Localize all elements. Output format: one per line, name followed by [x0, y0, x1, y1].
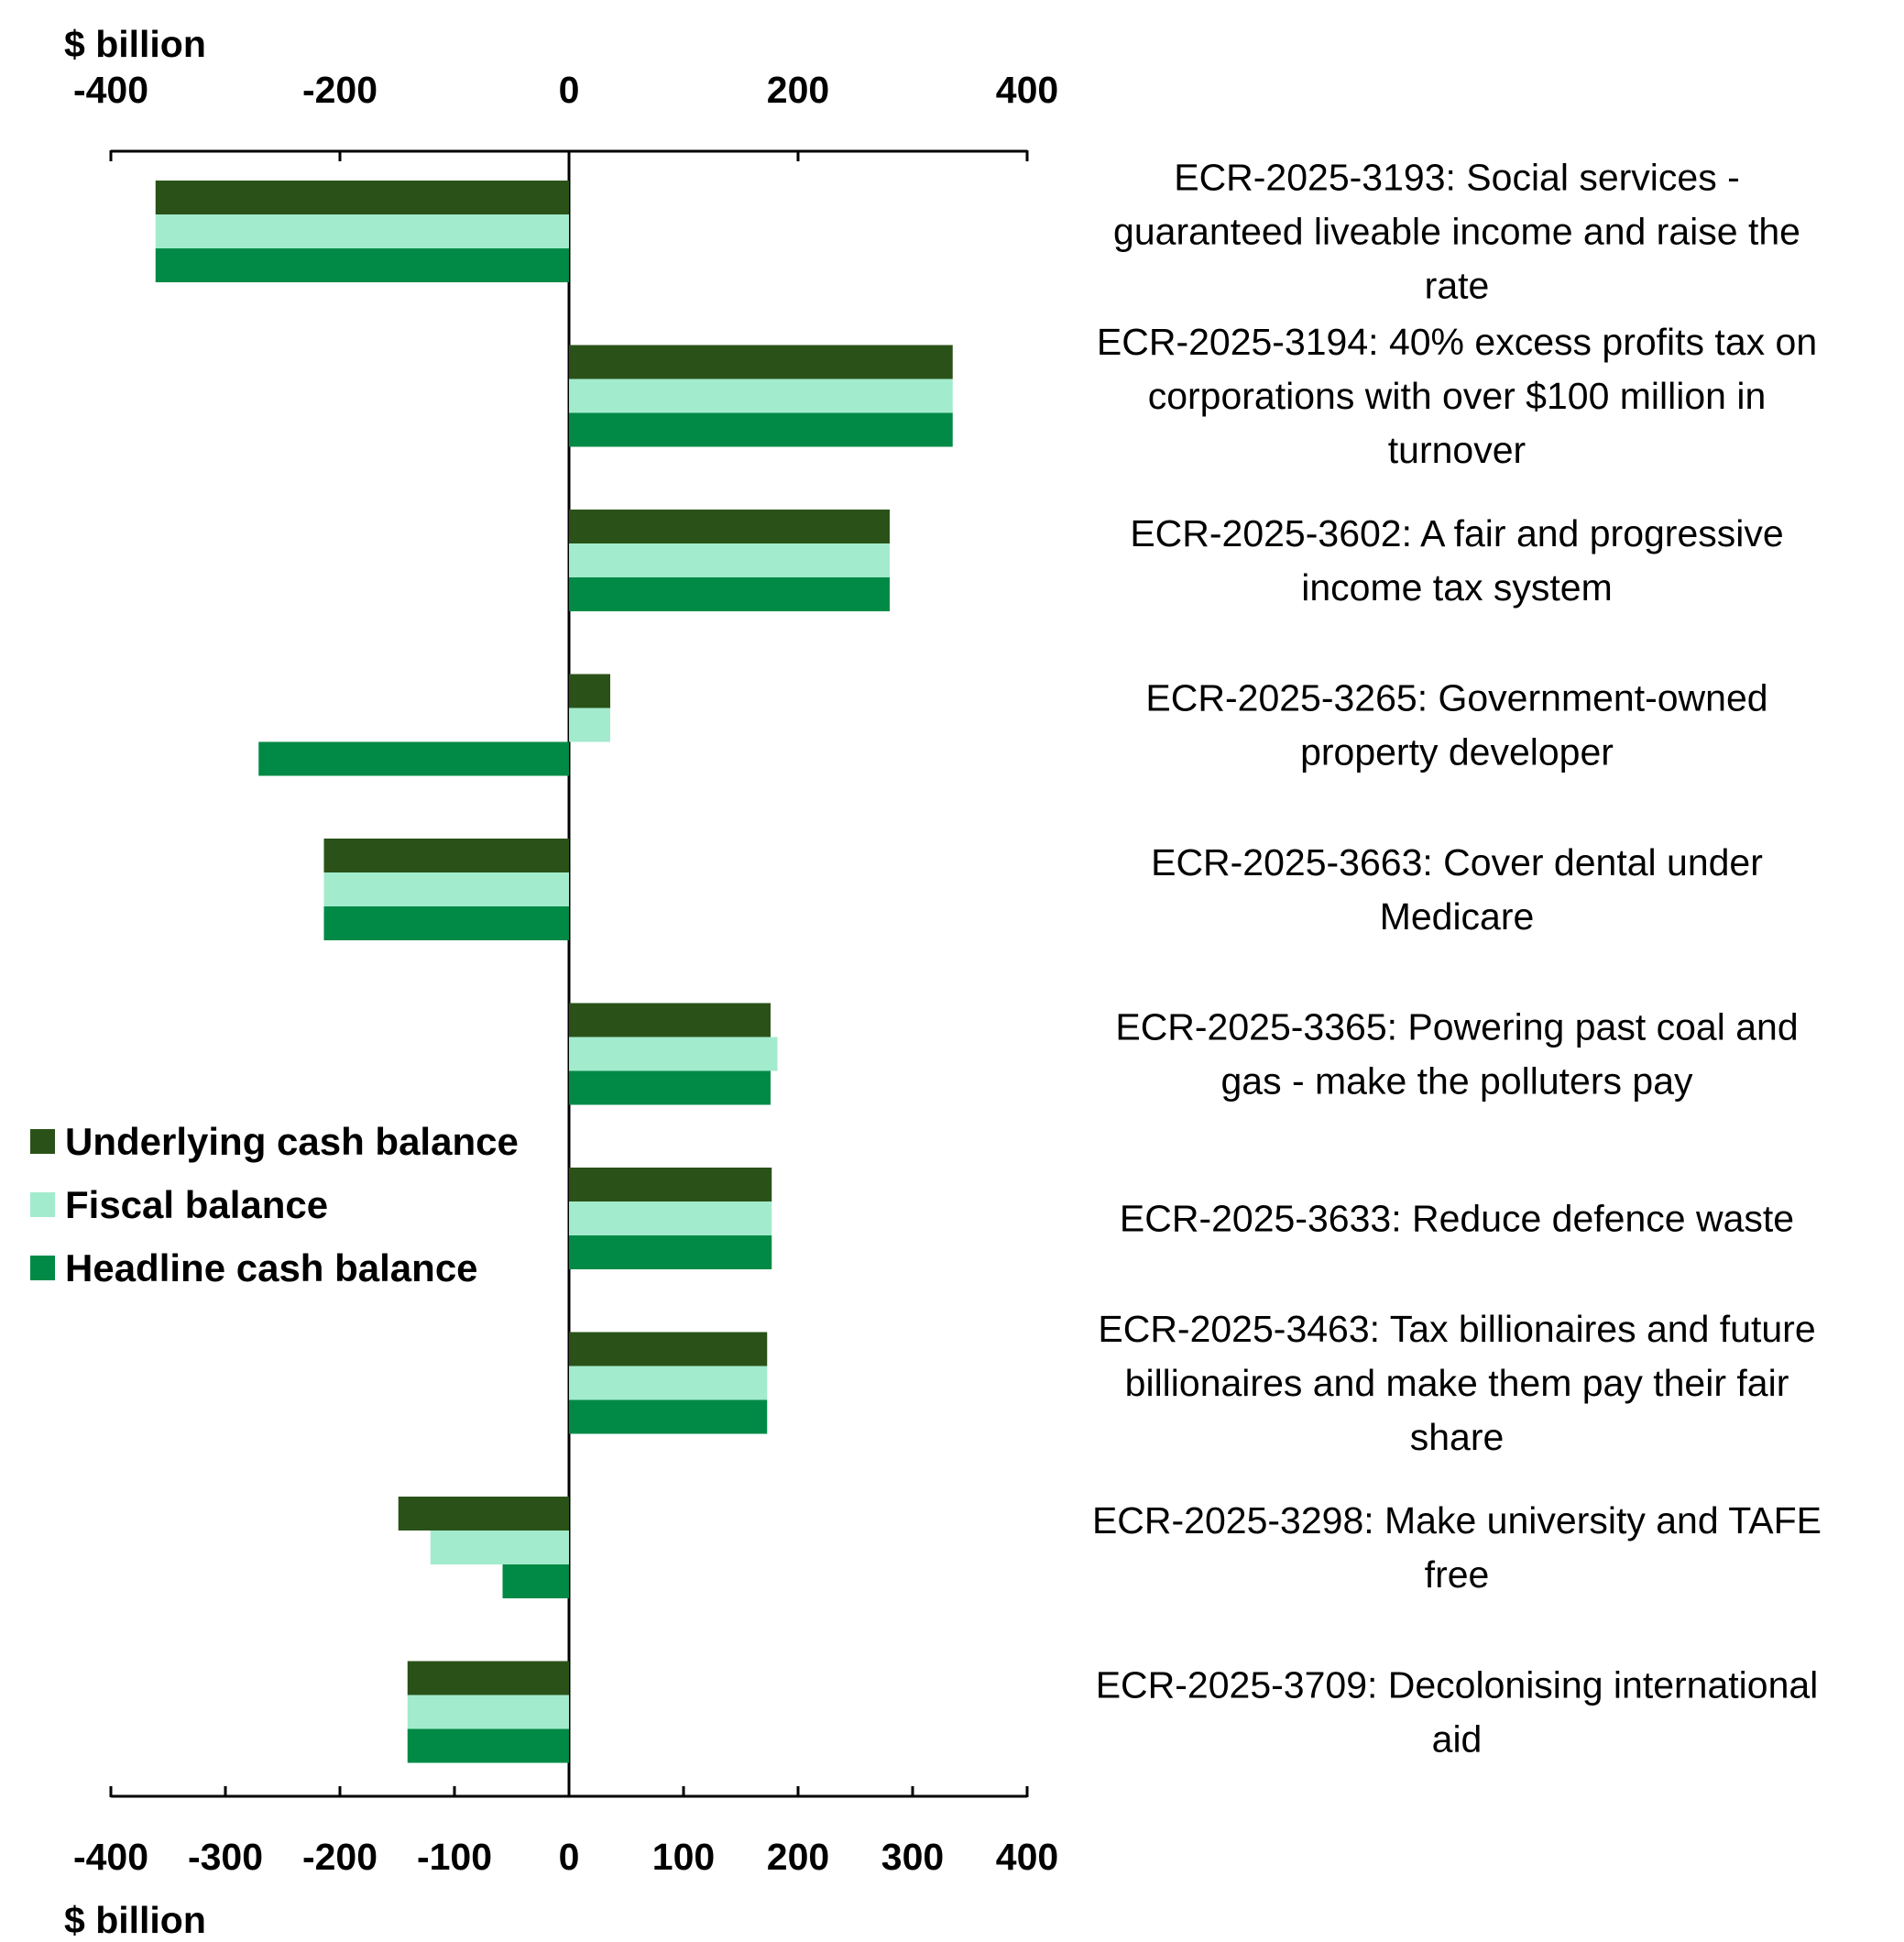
- legend-swatch: [30, 1192, 55, 1217]
- bar-fiscal-balance: [569, 708, 610, 742]
- category-label: guaranteed liveable income and raise the: [1113, 211, 1800, 253]
- bottom-tick-label: -200: [302, 1836, 378, 1878]
- axes: -400 -200 0 200 400 -400 -300 -200 -100 0 100 200 30…: [73, 69, 1058, 1878]
- bar-headline-cash-balance: [258, 741, 569, 776]
- category-label: turnover: [1388, 429, 1526, 471]
- category-label: ECR-2025-3298: Make university and TAFE: [1092, 1499, 1822, 1542]
- legend-swatch: [30, 1256, 55, 1280]
- bar-headline-cash-balance: [407, 1728, 569, 1763]
- top-tick-label: -400: [73, 69, 148, 111]
- bottom-unit-label: $ billion: [64, 1899, 206, 1941]
- bar-headline-cash-balance: [569, 1399, 768, 1434]
- bottom-tick-label: 0: [559, 1836, 580, 1878]
- bar-headline-cash-balance: [155, 248, 569, 282]
- category-label: ECR-2025-3194: 40% excess profits tax on: [1097, 321, 1817, 363]
- bar-fiscal-balance: [430, 1531, 569, 1564]
- bar-headline-cash-balance: [323, 906, 569, 940]
- category-label: ECR-2025-3602: A fair and progressive: [1130, 512, 1783, 554]
- category-label: property developer: [1300, 731, 1614, 774]
- bar-headline-cash-balance: [569, 1235, 772, 1269]
- category-label: ECR-2025-3709: Decolonising internationa…: [1096, 1664, 1819, 1706]
- top-unit-label: $ billion: [64, 23, 206, 65]
- bar-fiscal-balance: [569, 1037, 778, 1071]
- bar-headline-cash-balance: [502, 1564, 569, 1598]
- category-label: share: [1410, 1416, 1505, 1458]
- bar-underlying-cash-balance: [569, 1332, 768, 1366]
- bar-fiscal-balance: [323, 872, 569, 906]
- category-label: ECR-2025-3463: Tax billionaires and futu…: [1098, 1308, 1815, 1350]
- legend-swatch: [30, 1129, 55, 1154]
- bar-underlying-cash-balance: [407, 1661, 569, 1695]
- bar-underlying-cash-balance: [569, 510, 890, 543]
- bar-fiscal-balance: [569, 1366, 768, 1400]
- bottom-tick-label: -400: [73, 1836, 148, 1878]
- bar-fiscal-balance: [569, 379, 953, 413]
- bar-fiscal-balance: [407, 1695, 569, 1729]
- top-tick-label: 200: [767, 69, 829, 111]
- bar-underlying-cash-balance: [155, 181, 569, 214]
- bar-fiscal-balance: [155, 214, 569, 248]
- category-label: ECR-2025-3193: Social services -: [1174, 157, 1740, 199]
- category-label: billionaires and make them pay their fai…: [1125, 1362, 1789, 1404]
- category-label: ECR-2025-3365: Powering past coal and: [1115, 1006, 1798, 1048]
- bottom-tick-label: 200: [767, 1836, 829, 1878]
- bar-fiscal-balance: [569, 543, 890, 577]
- category-label: income tax system: [1301, 566, 1613, 609]
- bar-underlying-cash-balance: [569, 1003, 771, 1037]
- category-labels: ECR-2025-3193: Social services - guarante…: [1092, 157, 1822, 1761]
- bar-underlying-cash-balance: [569, 1168, 772, 1201]
- legend-label: Underlying cash balance: [65, 1120, 519, 1163]
- category-label: aid: [1432, 1718, 1483, 1761]
- top-tick-label: -200: [302, 69, 378, 111]
- bottom-tick-label: -300: [188, 1836, 263, 1878]
- top-tick-label: 400: [996, 69, 1058, 111]
- category-label: ECR-2025-3265: Government-owned: [1145, 677, 1767, 719]
- bar-underlying-cash-balance: [569, 674, 610, 708]
- category-label: gas - make the polluters pay: [1220, 1060, 1693, 1103]
- legend-label: Headline cash balance: [65, 1246, 478, 1289]
- legend-label: Fiscal balance: [65, 1183, 328, 1226]
- category-label: ECR-2025-3663: Cover dental under: [1151, 841, 1763, 883]
- bottom-tick-label: 300: [881, 1836, 944, 1878]
- bars: [155, 181, 953, 1763]
- category-label: free: [1425, 1553, 1490, 1596]
- bottom-tick-label: 100: [652, 1836, 715, 1878]
- bar-underlying-cash-balance: [323, 839, 569, 872]
- bar-headline-cash-balance: [569, 577, 890, 611]
- bottom-tick-label: -100: [417, 1836, 492, 1878]
- legend: Underlying cash balance Fiscal balance Hea…: [30, 1120, 519, 1289]
- category-label: Medicare: [1380, 895, 1535, 938]
- bottom-tick-label: 400: [996, 1836, 1058, 1878]
- bar-underlying-cash-balance: [569, 345, 953, 379]
- bar-headline-cash-balance: [569, 412, 953, 447]
- category-label: corporations with over $100 million in: [1148, 375, 1767, 417]
- top-tick-label: 0: [559, 69, 580, 111]
- bar-underlying-cash-balance: [398, 1497, 569, 1531]
- category-label: rate: [1425, 265, 1490, 307]
- bar-fiscal-balance: [569, 1201, 772, 1235]
- bar-headline-cash-balance: [569, 1070, 771, 1105]
- category-label: ECR-2025-3633: Reduce defence waste: [1120, 1198, 1794, 1240]
